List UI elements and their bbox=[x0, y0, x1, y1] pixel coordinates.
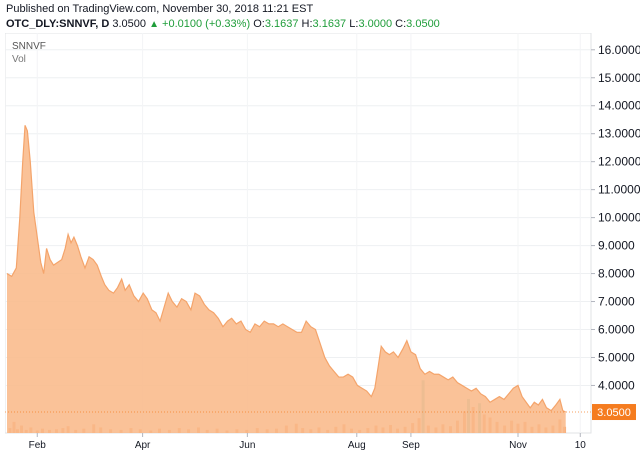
y-tick-label: 4.0000 bbox=[598, 378, 635, 392]
y-tick-label: 16.0000 bbox=[598, 43, 640, 57]
close-label: C: bbox=[395, 18, 407, 30]
y-tick-label: 8.0000 bbox=[598, 267, 635, 281]
x-tick-label: Sep bbox=[402, 440, 420, 451]
time-axis[interactable]: Feb Apr Jun Aug Sep Nov 10 bbox=[29, 433, 587, 451]
open-label: O: bbox=[253, 18, 265, 30]
price-axis[interactable]: 16.0000 15.0000 14.0000 13.0000 12.0000 11.00… bbox=[591, 43, 640, 393]
x-tick-label: Feb bbox=[29, 440, 47, 451]
published-caption: Published on TradingView.com, November 3… bbox=[6, 3, 314, 15]
y-tick-label: 15.0000 bbox=[598, 71, 640, 85]
price-change: +0.0100 (+0.33%) bbox=[162, 18, 251, 30]
price-area bbox=[7, 125, 566, 434]
close-value: 3.0500 bbox=[406, 18, 440, 30]
x-tick-label: 10 bbox=[575, 440, 587, 451]
symbol-label: OTC_DLY:SNNVF, D bbox=[6, 18, 110, 30]
last-price-tag-label: 3.0500 bbox=[597, 407, 631, 419]
y-tick-label: 9.0000 bbox=[598, 239, 635, 253]
price-line bbox=[6, 125, 566, 413]
price-chart[interactable]: 16.0000 15.0000 14.0000 13.0000 12.0000 11.00… bbox=[4, 32, 640, 458]
last-price-tag: 3.0500 bbox=[592, 404, 636, 421]
last-price-tag-bg bbox=[592, 404, 636, 421]
open-value: 3.1637 bbox=[264, 18, 299, 30]
legend-symbol: SNNVF bbox=[12, 41, 46, 52]
x-tick-label: Apr bbox=[135, 440, 151, 451]
y-tick-label: 5.0000 bbox=[598, 350, 635, 364]
quote-line: OTC_DLY:SNNVF, D 3.0500 ▲ +0.0100 (+0.33… bbox=[6, 18, 440, 30]
y-tick-label: 14.0000 bbox=[598, 99, 640, 113]
x-tick-label: Aug bbox=[348, 440, 366, 451]
last-price: 3.0500 bbox=[112, 18, 147, 30]
y-tick-label: 10.0000 bbox=[598, 211, 640, 225]
high-value: 3.1637 bbox=[312, 18, 347, 30]
y-tick-label: 11.0000 bbox=[598, 183, 640, 197]
low-value: 3.0000 bbox=[358, 18, 393, 30]
y-tick-label: 13.0000 bbox=[598, 127, 640, 141]
up-triangle-icon: ▲ bbox=[149, 19, 159, 30]
high-label: H: bbox=[301, 18, 313, 30]
low-label: L: bbox=[349, 18, 359, 30]
y-tick-label: 7.0000 bbox=[598, 295, 635, 309]
chart-frame[interactable]: 16.0000 15.0000 14.0000 13.0000 12.0000 11.00… bbox=[4, 32, 640, 458]
x-tick-label: Nov bbox=[509, 440, 527, 451]
y-tick-label: 12.0000 bbox=[598, 155, 640, 169]
x-tick-label: Jun bbox=[239, 440, 255, 451]
y-tick-label: 6.0000 bbox=[598, 323, 635, 337]
legend-volume: Vol bbox=[12, 54, 26, 65]
